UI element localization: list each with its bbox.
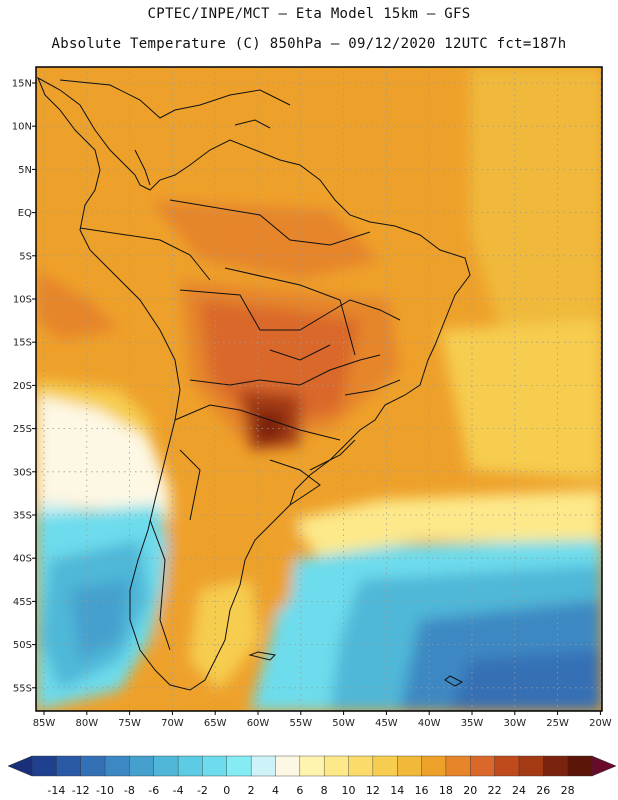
colorbar-swatch bbox=[494, 755, 520, 777]
colorbar-tick-label: 10 bbox=[342, 784, 356, 797]
colorbar-tick-label: 18 bbox=[439, 784, 453, 797]
lat-tick-label: 10S bbox=[13, 295, 32, 306]
colorbar-tick-label: 26 bbox=[536, 784, 550, 797]
colorbar-swatch bbox=[518, 755, 544, 777]
colorbar-tick-label: -8 bbox=[124, 784, 135, 797]
lat-tick-label: 40S bbox=[13, 554, 32, 565]
lon-tick-label: 85W bbox=[33, 718, 56, 729]
lat-tick-label: 35S bbox=[13, 511, 32, 522]
colorbar-tick-label: 22 bbox=[488, 784, 502, 797]
colorbar-tick-label: 12 bbox=[366, 784, 380, 797]
lat-tick-label: EQ bbox=[18, 208, 32, 219]
colorbar-tick-label: 16 bbox=[415, 784, 429, 797]
lat-tick-label: 55S bbox=[13, 683, 32, 694]
lon-tick-label: 35W bbox=[461, 718, 484, 729]
lon-tick-label: 45W bbox=[375, 718, 398, 729]
colorbar-swatch bbox=[470, 755, 496, 777]
coastlines bbox=[37, 76, 471, 691]
lon-tick-label: 30W bbox=[503, 718, 526, 729]
colorbar-swatch bbox=[372, 755, 398, 777]
lat-tick-label: 30S bbox=[13, 467, 32, 478]
colorbar-swatch bbox=[567, 755, 593, 777]
colorbar-tick-label: 28 bbox=[561, 784, 575, 797]
colorbar-swatch bbox=[104, 755, 130, 777]
lat-tick-label: 25S bbox=[13, 424, 32, 435]
colorbar-swatch bbox=[275, 755, 301, 777]
colorbar-swatch bbox=[348, 755, 374, 777]
lon-tick-label: 60W bbox=[247, 718, 270, 729]
colorbar-tick-label: -2 bbox=[197, 784, 208, 797]
lon-tick-label: 40W bbox=[418, 718, 441, 729]
lat-tick-label: 5N bbox=[18, 165, 32, 176]
colorbar-swatch bbox=[177, 755, 203, 777]
colorbar-swatch bbox=[129, 755, 155, 777]
colorbar-tick-label: -4 bbox=[173, 784, 184, 797]
colorbar-underflow-arrow bbox=[7, 755, 33, 777]
colorbar-tick-label: 20 bbox=[463, 784, 477, 797]
colorbar-tick-label: -14 bbox=[47, 784, 65, 797]
longitude-labels: 85W 80W 75W 70W 65W 60W 55W 50W 45W 40W 35W 30W 25W 2… bbox=[33, 711, 612, 729]
lon-tick-label: 55W bbox=[289, 718, 312, 729]
lat-tick-label: 20S bbox=[13, 381, 32, 392]
colorbar-tick-label: 8 bbox=[321, 784, 328, 797]
colorbar-swatch bbox=[226, 755, 252, 777]
colorbar-swatch bbox=[421, 755, 447, 777]
map-border bbox=[35, 66, 603, 712]
lon-tick-label: 65W bbox=[204, 718, 227, 729]
colorbar-tick-label: 14 bbox=[390, 784, 404, 797]
colorbar-swatch bbox=[202, 755, 228, 777]
colorbar-swatch bbox=[445, 755, 471, 777]
lat-tick-label: 10N bbox=[12, 122, 32, 133]
colorbar-swatch bbox=[397, 755, 423, 777]
colorbar-swatch bbox=[31, 755, 57, 777]
colorbar-tick-label: -6 bbox=[148, 784, 159, 797]
temperature-field bbox=[36, 67, 602, 711]
colorbar-labels: -14 -12 -10 -8 -6 -4 -2 0 2 4 6 8 10 12 14 16 18 20 22 24 26… bbox=[47, 784, 574, 797]
lat-tick-label: 15S bbox=[13, 338, 32, 349]
lon-tick-label: 25W bbox=[546, 718, 569, 729]
colorbar-swatch bbox=[543, 755, 569, 777]
colorbar-tick-label: -10 bbox=[96, 784, 114, 797]
colorbar-tick-label: 6 bbox=[296, 784, 303, 797]
title-model: CPTEC/INPE/MCT – Eta Model 15km – GFS bbox=[147, 6, 471, 22]
lon-tick-label: 80W bbox=[75, 718, 98, 729]
lat-tick-label: 45S bbox=[13, 597, 32, 608]
colorbar-tick-label: 0 bbox=[223, 784, 230, 797]
lon-tick-label: 50W bbox=[332, 718, 355, 729]
colorbar-overflow-arrow bbox=[591, 755, 617, 777]
colorbar-swatch bbox=[323, 755, 350, 777]
colorbar-tick-label: 24 bbox=[512, 784, 526, 797]
lon-tick-label: 20W bbox=[589, 718, 612, 729]
colorbar bbox=[7, 755, 617, 777]
colorbar-swatch bbox=[153, 755, 179, 777]
latitude-labels: 15N 10N 5N EQ 5S 10S 15S 20S 25S 30S 35S 40S 45S 50S 5… bbox=[12, 79, 36, 694]
lat-tick-label: 5S bbox=[19, 251, 32, 262]
colorbar-swatch bbox=[80, 755, 106, 777]
colorbar-tick-label: 2 bbox=[248, 784, 255, 797]
title-field: Absolute Temperature (C) 850hPa – 09/12/… bbox=[51, 36, 567, 52]
colorbar-swatch bbox=[56, 755, 82, 777]
colorbar-swatch bbox=[250, 755, 276, 777]
lon-tick-label: 75W bbox=[118, 718, 141, 729]
colorbar-tick-label: 4 bbox=[272, 784, 279, 797]
colorbar-tick-label: -12 bbox=[72, 784, 90, 797]
colorbar-swatch bbox=[299, 755, 325, 777]
lat-lon-grid bbox=[36, 67, 602, 711]
lat-tick-label: 15N bbox=[12, 79, 32, 90]
lon-tick-label: 70W bbox=[161, 718, 184, 729]
lat-tick-label: 50S bbox=[13, 640, 32, 651]
